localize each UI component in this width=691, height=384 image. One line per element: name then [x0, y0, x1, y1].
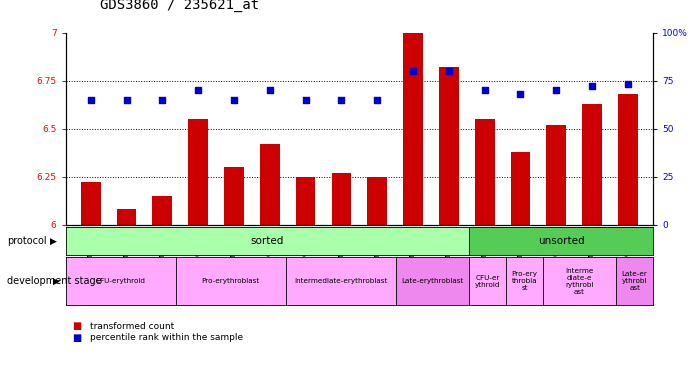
- Text: transformed count: transformed count: [90, 322, 174, 331]
- Point: [444, 68, 455, 74]
- Text: CFU-er
ythroid: CFU-er ythroid: [475, 275, 500, 288]
- Bar: [547, 125, 566, 225]
- Text: percentile rank within the sample: percentile rank within the sample: [90, 333, 243, 343]
- Point: [157, 97, 168, 103]
- Point: [85, 97, 96, 103]
- Point: [193, 87, 204, 93]
- Text: Pro-ery
throbla
st: Pro-ery throbla st: [511, 271, 538, 291]
- Point: [372, 97, 383, 103]
- Point: [551, 87, 562, 93]
- Point: [121, 97, 132, 103]
- Text: Pro-erythroblast: Pro-erythroblast: [202, 278, 260, 284]
- Bar: [332, 173, 351, 225]
- Bar: [81, 182, 101, 225]
- Text: GDS3860 / 235621_at: GDS3860 / 235621_at: [100, 0, 259, 12]
- Bar: [403, 33, 423, 225]
- Bar: [368, 177, 387, 225]
- Point: [587, 83, 598, 89]
- Point: [300, 97, 311, 103]
- Bar: [296, 177, 316, 225]
- Text: Interme
diate-e
rythrobl
ast: Interme diate-e rythrobl ast: [565, 268, 594, 295]
- Point: [336, 97, 347, 103]
- Text: ■: ■: [73, 321, 82, 331]
- Point: [264, 87, 275, 93]
- Point: [623, 81, 634, 88]
- Text: protocol: protocol: [7, 236, 46, 246]
- Text: Late-erythroblast: Late-erythroblast: [401, 278, 464, 284]
- Bar: [439, 67, 459, 225]
- Bar: [117, 209, 136, 225]
- Point: [229, 97, 240, 103]
- Bar: [511, 152, 530, 225]
- Text: sorted: sorted: [251, 236, 284, 246]
- Bar: [153, 196, 172, 225]
- Bar: [475, 119, 495, 225]
- Bar: [618, 94, 638, 225]
- Text: development stage: development stage: [7, 276, 102, 286]
- Text: ▶: ▶: [50, 237, 57, 245]
- Bar: [189, 119, 208, 225]
- Point: [515, 91, 526, 97]
- Bar: [224, 167, 244, 225]
- Text: ■: ■: [73, 333, 82, 343]
- Bar: [260, 144, 280, 225]
- Point: [479, 87, 490, 93]
- Point: [408, 68, 419, 74]
- Text: CFU-erythroid: CFU-erythroid: [96, 278, 146, 284]
- Bar: [583, 104, 602, 225]
- Text: unsorted: unsorted: [538, 236, 585, 246]
- Text: Intermediate-erythroblast: Intermediate-erythroblast: [294, 278, 388, 284]
- Text: Late-er
ythrobl
ast: Late-er ythrobl ast: [622, 271, 647, 291]
- Text: ▶: ▶: [53, 277, 60, 286]
